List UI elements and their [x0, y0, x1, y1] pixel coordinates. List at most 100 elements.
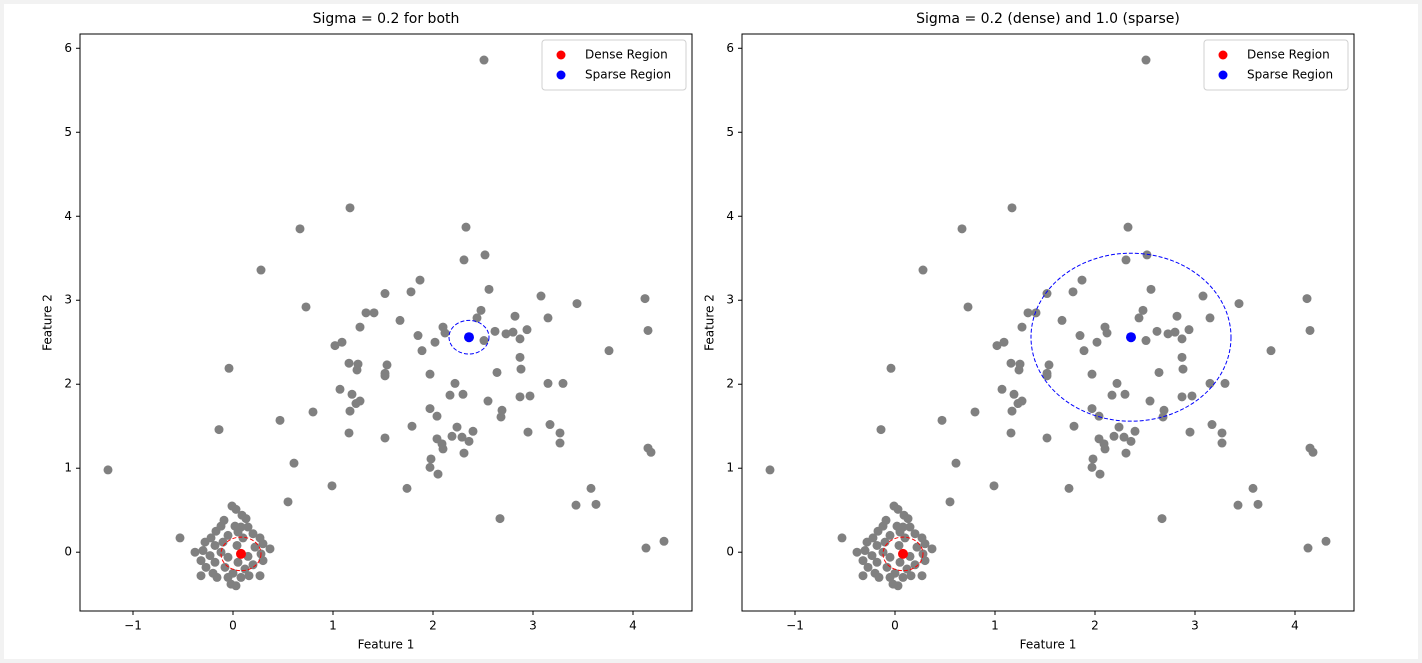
point — [464, 332, 474, 343]
point — [308, 407, 318, 417]
point — [361, 308, 371, 318]
point — [275, 415, 285, 425]
point — [484, 284, 494, 294]
point — [910, 560, 920, 570]
chart-title: Sigma = 0.2 (dense) and 1.0 (sparse) — [916, 11, 1180, 27]
point — [872, 540, 882, 550]
point — [353, 359, 363, 369]
point — [355, 396, 365, 406]
y-tick-label: 6 — [726, 41, 734, 55]
point — [927, 544, 937, 554]
point — [1217, 438, 1227, 448]
y-tick-label: 5 — [64, 125, 72, 139]
point — [1075, 331, 1085, 341]
point — [1069, 421, 1079, 431]
point — [1184, 325, 1194, 335]
point — [426, 454, 436, 464]
point — [457, 432, 467, 442]
point — [1064, 483, 1074, 493]
x-tick-label: 2 — [429, 619, 437, 633]
x-tick-label: −1 — [786, 619, 804, 633]
point — [1100, 444, 1110, 454]
point — [430, 337, 440, 347]
point — [898, 548, 908, 559]
x-tick-label: 4 — [629, 619, 637, 633]
point — [1044, 360, 1054, 370]
point — [256, 265, 266, 275]
point — [425, 404, 435, 414]
chart-title: Sigma = 0.2 for both — [313, 11, 460, 27]
point — [571, 500, 581, 510]
point — [523, 427, 533, 437]
point — [1126, 436, 1136, 446]
point — [248, 529, 258, 539]
point — [432, 411, 442, 421]
point — [497, 405, 507, 415]
point — [214, 425, 224, 435]
point — [238, 533, 248, 543]
y-tick-label: 6 — [64, 41, 72, 55]
point — [989, 481, 999, 491]
point — [382, 360, 392, 370]
point — [1107, 390, 1117, 400]
point — [1303, 543, 1313, 553]
point — [476, 305, 486, 315]
point — [1248, 483, 1258, 493]
point — [347, 389, 357, 399]
point — [1017, 396, 1027, 406]
y-tick-label: 4 — [726, 209, 734, 223]
point — [903, 514, 913, 524]
point — [1178, 364, 1188, 374]
legend-label: Sparse Region — [585, 68, 671, 82]
point — [1114, 422, 1124, 432]
point — [522, 325, 532, 335]
point — [1205, 378, 1215, 388]
point — [255, 571, 265, 581]
point — [515, 352, 525, 362]
point — [1112, 378, 1122, 388]
point — [1094, 411, 1104, 421]
point — [103, 465, 113, 475]
point — [196, 556, 206, 566]
point — [878, 547, 888, 557]
point — [440, 328, 450, 338]
point — [894, 540, 904, 550]
legend-box — [1203, 39, 1349, 91]
point — [218, 537, 228, 547]
point — [1157, 514, 1167, 524]
point — [641, 543, 651, 553]
point — [1234, 299, 1244, 309]
point — [198, 546, 208, 556]
point — [295, 224, 305, 234]
point — [250, 542, 260, 552]
point — [480, 250, 490, 260]
point — [1057, 315, 1067, 325]
point — [543, 313, 553, 323]
point — [1308, 447, 1318, 457]
point — [216, 547, 226, 557]
x-tick-label: 1 — [991, 619, 999, 633]
point — [1121, 255, 1131, 265]
plot-frame — [741, 33, 1355, 612]
y-tick-label: 4 — [64, 209, 72, 223]
point — [1079, 346, 1089, 356]
x-axis-label: Feature 1 — [1020, 638, 1077, 652]
y-axis-label: Feature 2 — [703, 294, 717, 351]
point — [937, 415, 947, 425]
point — [244, 571, 254, 581]
point — [212, 572, 222, 582]
point — [175, 533, 185, 543]
point — [1088, 454, 1098, 464]
point — [406, 287, 416, 297]
x-tick-label: −1 — [124, 619, 142, 633]
point — [1138, 305, 1148, 315]
x-tick-label: 3 — [529, 619, 537, 633]
point — [1042, 289, 1052, 299]
point — [425, 462, 435, 472]
x-tick-label: 4 — [1291, 619, 1299, 633]
point — [240, 564, 250, 574]
point — [483, 396, 493, 406]
point — [459, 255, 469, 265]
point — [906, 571, 916, 581]
point — [920, 539, 930, 549]
